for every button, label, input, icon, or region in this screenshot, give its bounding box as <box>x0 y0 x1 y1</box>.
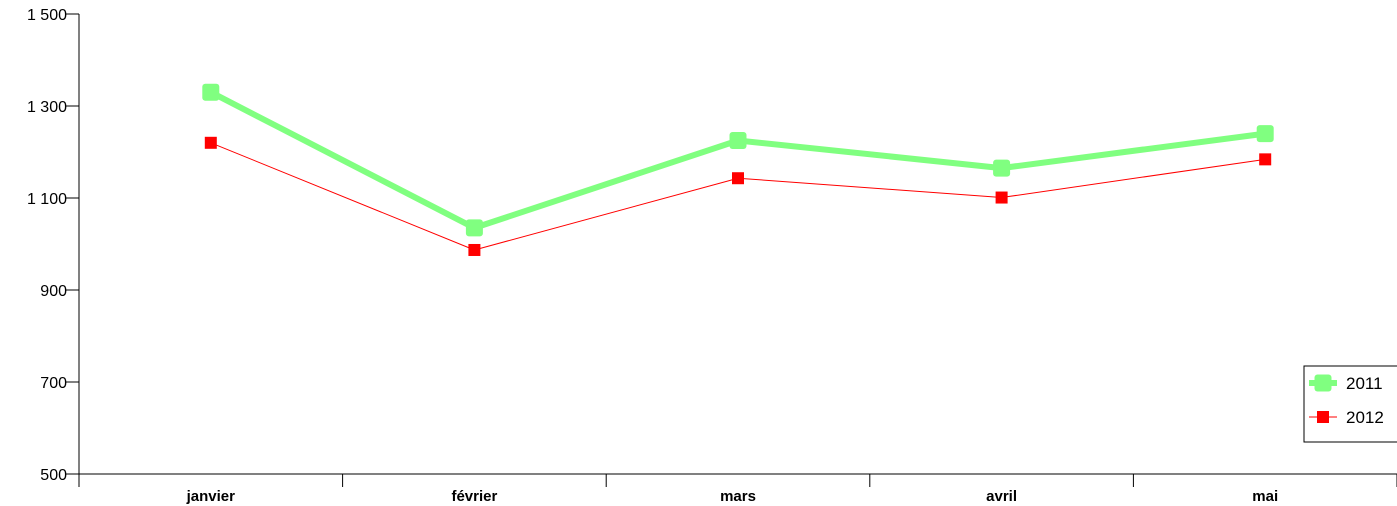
y-tick-label: 1 300 <box>27 99 67 116</box>
legend-label: 2011 <box>1346 374 1383 393</box>
data-point <box>732 172 744 185</box>
axes <box>78 14 1397 475</box>
series-layer <box>202 83 1274 256</box>
series-2012 <box>204 136 1272 256</box>
legend-item: 2012 <box>1309 408 1384 427</box>
x-category-label: mars <box>720 488 756 505</box>
data-point <box>1259 153 1272 166</box>
x-category-label: avril <box>986 488 1017 505</box>
x-axis-ticks: janvier février mars avril mai <box>78 474 1397 505</box>
legend-item: 2011 <box>1309 374 1383 393</box>
y-tick-label: 1 100 <box>27 191 67 208</box>
data-point <box>729 132 747 149</box>
data-point <box>465 219 483 237</box>
data-point <box>468 243 481 256</box>
y-tick-label: 700 <box>40 375 67 392</box>
data-point <box>995 191 1008 204</box>
legend: 2011 2012 <box>1303 365 1397 443</box>
y-tick-label: 500 <box>40 467 67 484</box>
data-point <box>1256 125 1274 143</box>
data-point <box>993 159 1011 177</box>
y-tick-label: 1 500 <box>27 7 67 24</box>
data-point <box>202 83 220 101</box>
legend-swatch-marker <box>1314 374 1332 392</box>
data-point <box>204 136 217 149</box>
x-category-label: mai <box>1252 488 1278 505</box>
y-axis-ticks: 1 500 1 300 1 100 900 700 500 <box>27 7 79 484</box>
legend-swatch-marker <box>1317 411 1329 423</box>
series-2011 <box>202 83 1274 237</box>
x-category-label: février <box>451 488 497 505</box>
y-tick-label: 900 <box>40 283 67 300</box>
x-category-label: janvier <box>186 488 236 505</box>
series-line <box>210 142 1266 251</box>
legend-label: 2012 <box>1346 408 1384 427</box>
